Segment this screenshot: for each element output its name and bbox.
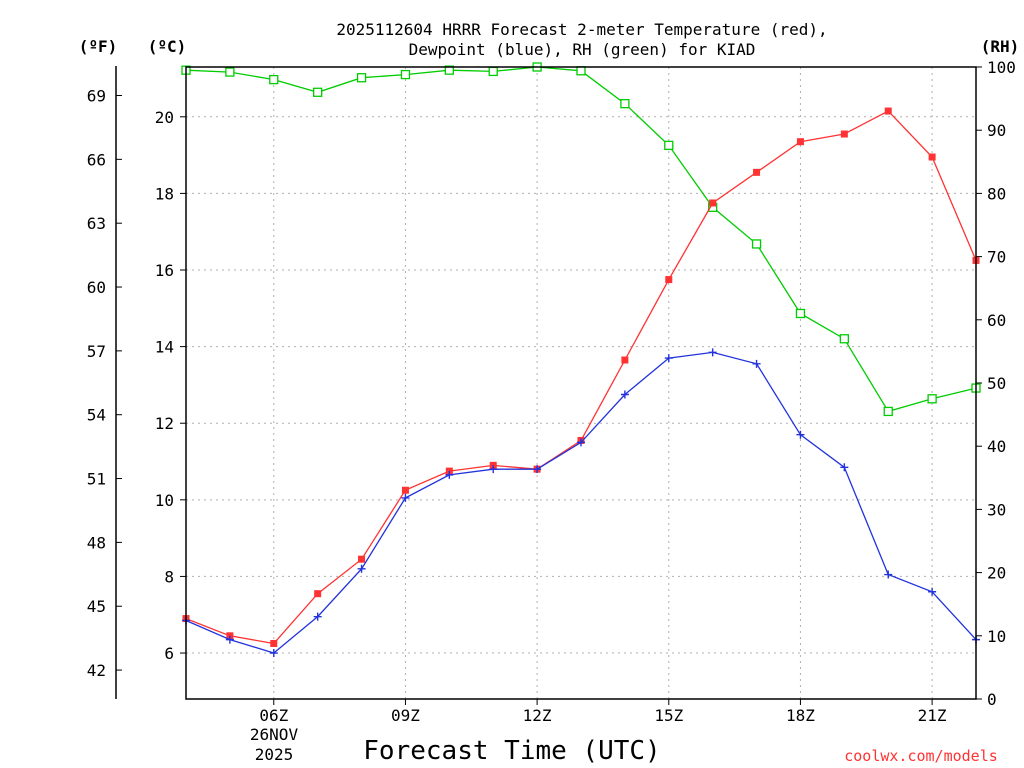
- rh-series-point: [225, 67, 235, 77]
- dewpoint-series-point: [708, 348, 717, 357]
- rh-series-point: [795, 308, 806, 319]
- fahrenheit-tick-label: 48: [87, 533, 106, 552]
- rh-tick-label: 100: [987, 58, 1016, 77]
- temperature-series-point: [621, 356, 629, 364]
- rh-series-point: [400, 69, 411, 80]
- dewpoint-series-point: [840, 463, 849, 472]
- temperature-series-point: [358, 555, 366, 563]
- rh-tick-label: 40: [987, 437, 1006, 456]
- fahrenheit-tick-label: 54: [87, 406, 106, 425]
- rh-series-point: [269, 74, 279, 85]
- dewpoint-series-point: [357, 564, 366, 573]
- rh-tick-label: 60: [987, 311, 1006, 330]
- fahrenheit-tick-label: 42: [87, 661, 106, 680]
- rh-tick-label: 50: [987, 374, 1006, 393]
- rh-axis-ticks: 0 10 20 30 40 50 60 70 80 90 100: [976, 58, 1016, 709]
- rh-series-point: [313, 87, 323, 97]
- x-tick-label: 06Z: [259, 706, 288, 725]
- rh-series-point: [488, 66, 498, 77]
- fahrenheit-unit-label: (ºF): [79, 37, 118, 56]
- rh-tick-label: 90: [987, 121, 1006, 140]
- fahrenheit-tick-label: 45: [87, 597, 106, 616]
- rh-tick-label: 80: [987, 184, 1006, 203]
- dewpoint-series-point: [796, 430, 805, 439]
- rh-series-point: [927, 394, 937, 404]
- dewpoint-series-point: [401, 493, 410, 502]
- fahrenheit-tick-label: 57: [87, 342, 106, 361]
- chart-title-line1: 2025112604 HRRR Forecast 2-meter Tempera…: [336, 20, 827, 39]
- rh-tick-label: 10: [987, 627, 1006, 646]
- chart-title-line2: Dewpoint (blue), RH (green) for KIAD: [409, 40, 756, 59]
- rh-series-point: [883, 406, 893, 417]
- rh-series-point: [664, 140, 674, 151]
- x-tick-label: 09Z: [391, 706, 420, 725]
- gridlines: [186, 67, 976, 699]
- rh-tick-label: 70: [987, 248, 1006, 267]
- source-credit: coolwx.com/models: [844, 747, 998, 765]
- dewpoint-series-point: [225, 635, 234, 644]
- fahrenheit-axis-ticks: 42 45 48 51 54 57 60 63 66 69: [87, 87, 122, 680]
- dewpoint-series-point: [313, 612, 322, 621]
- temperature-series-line: [185, 110, 977, 645]
- temperature-series-point: [270, 639, 278, 647]
- temperature-series-point: [709, 199, 717, 207]
- temperature-series-point: [928, 153, 936, 161]
- x-tick-label: 21Z: [918, 706, 947, 725]
- dewpoint-series-point: [752, 359, 761, 368]
- x-axis-label: Forecast Time (UTC): [363, 736, 660, 766]
- celsius-tick-label: 10: [155, 491, 174, 510]
- dewpoint-series-point: [269, 649, 278, 658]
- dewpoint-series-point: [664, 354, 673, 363]
- rh-series-point: [751, 239, 762, 249]
- rh-series-point: [444, 65, 454, 75]
- dewpoint-series-point: [577, 438, 585, 447]
- fahrenheit-tick-label: 51: [87, 470, 106, 489]
- dewpoint-series-point: [533, 465, 542, 474]
- dewpoint-series-point: [884, 570, 893, 579]
- plot-frame: [185, 66, 977, 700]
- date-label-day: 26NOV: [250, 725, 299, 744]
- celsius-tick-label: 20: [155, 108, 174, 127]
- temperature-series-point: [665, 276, 673, 284]
- rh-series-point: [576, 66, 586, 76]
- dewpoint-series-point: [445, 470, 454, 479]
- temperature-series-point: [796, 138, 804, 146]
- celsius-tick-label: 14: [155, 338, 174, 357]
- temperature-series-point: [753, 168, 761, 176]
- rh-tick-label: 30: [987, 500, 1006, 519]
- celsius-tick-label: 12: [155, 414, 174, 433]
- rh-tick-label: 20: [987, 564, 1006, 583]
- dewpoint-series-point: [928, 587, 937, 596]
- temperature-series-point: [314, 590, 322, 598]
- rh-series-point: [620, 99, 630, 109]
- celsius-tick-label: 6: [164, 644, 174, 663]
- rh-series-line: [185, 66, 977, 413]
- fahrenheit-tick-label: 66: [87, 150, 106, 169]
- data-series: [181, 62, 981, 658]
- rh-unit-label: (RH): [981, 37, 1020, 56]
- dewpoint-series-point: [489, 465, 498, 474]
- rh-series-point: [839, 334, 849, 344]
- celsius-tick-label: 18: [155, 184, 174, 203]
- fahrenheit-tick-label: 60: [87, 278, 106, 297]
- temperature-series-point: [840, 130, 848, 138]
- temperature-series-point: [401, 486, 409, 494]
- fahrenheit-tick-label: 63: [87, 214, 106, 233]
- date-label-year: 2025: [255, 745, 294, 764]
- x-tick-label: 15Z: [654, 706, 683, 725]
- dewpoint-series-point: [620, 390, 629, 399]
- celsius-axis-ticks: 6 8 10 12 14 16 18 20: [155, 108, 186, 663]
- x-axis-ticks: 06Z 09Z 12Z 15Z 18Z 21Z: [259, 699, 947, 725]
- temperature-series-point: [884, 107, 892, 115]
- fahrenheit-tick-label: 69: [87, 87, 106, 106]
- rh-series-point: [356, 73, 367, 83]
- celsius-unit-label: (ºC): [148, 37, 187, 56]
- rh-tick-label: 0: [987, 690, 997, 709]
- celsius-tick-label: 16: [155, 261, 174, 280]
- x-tick-label: 18Z: [786, 706, 815, 725]
- celsius-tick-label: 8: [164, 567, 174, 586]
- x-tick-label: 12Z: [523, 706, 552, 725]
